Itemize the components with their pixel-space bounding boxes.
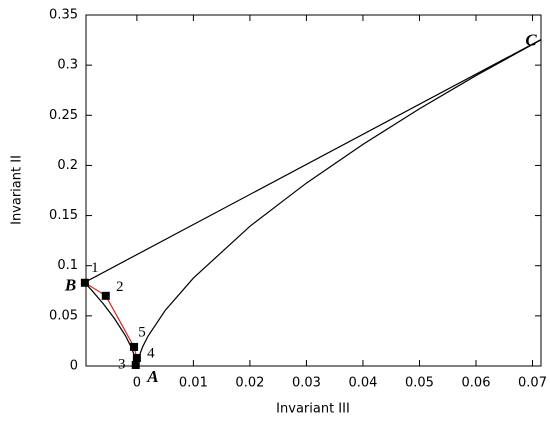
point-label: 5	[138, 324, 146, 340]
x-tick-label: 0.01	[179, 376, 208, 391]
x-tick-label: 0.04	[348, 376, 377, 391]
plot-area	[86, 38, 541, 366]
series-line	[86, 38, 541, 283]
marker	[80, 278, 89, 287]
marker	[130, 342, 139, 351]
y-tick-label: 0.15	[49, 208, 78, 223]
x-tick-label: 0.06	[462, 376, 491, 391]
series-line	[86, 282, 138, 366]
marker	[131, 360, 140, 369]
y-axis-label: Invariant II	[10, 155, 25, 225]
plot-frame	[85, 14, 542, 367]
y-tick-label: 0	[70, 359, 78, 374]
point-label: 2	[116, 279, 124, 295]
y-tick-label: 0.35	[49, 8, 78, 23]
y-tick-label: 0.3	[57, 58, 78, 73]
y-tick-label: 0.05	[49, 308, 78, 323]
x-tick-label: 0	[133, 376, 141, 391]
point-label: 1	[91, 260, 99, 276]
marker	[132, 353, 141, 362]
point-label: 4	[147, 345, 155, 361]
point-label: 3	[118, 356, 126, 372]
y-tick-label: 0.25	[49, 108, 78, 123]
y-tick-label: 0.2	[57, 158, 78, 173]
annotation: A	[146, 367, 158, 386]
series-line	[136, 39, 541, 366]
x-tick-label: 0.07	[518, 376, 547, 391]
x-axis-label: Invariant III	[276, 402, 350, 417]
annotation: B	[64, 275, 76, 294]
marker	[101, 291, 110, 300]
y-tick-label: 0.1	[57, 258, 78, 273]
x-tick-label: 0.02	[235, 376, 264, 391]
annotation: C	[525, 31, 537, 50]
x-tick-label: 0.05	[405, 376, 434, 391]
series-line	[86, 283, 138, 366]
x-tick-label: 0.03	[292, 376, 321, 391]
